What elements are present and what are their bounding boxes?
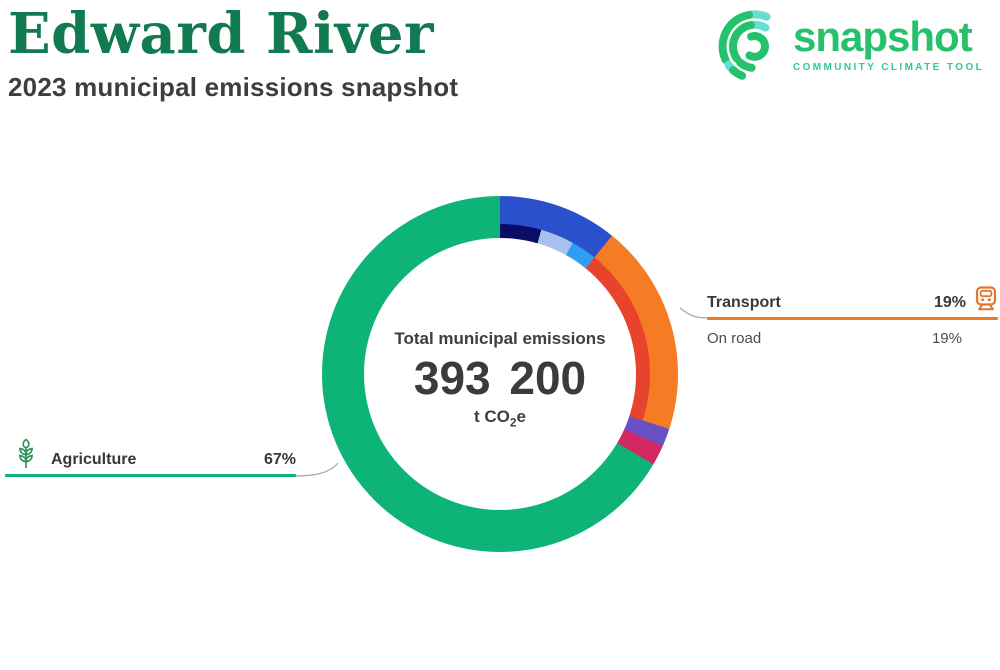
legend-transport-rule <box>707 317 998 320</box>
legend-agriculture: Agriculture 67% <box>5 438 296 477</box>
page-title: Edward River <box>8 1 434 67</box>
donut-total-unit: t CO2e <box>474 406 526 430</box>
legend-agriculture-rule <box>5 474 296 477</box>
logo-wordmark: snapshot <box>793 13 973 60</box>
page-subtitle: 2023 municipal emissions snapshot <box>8 72 459 102</box>
callout-line-transport <box>679 307 709 319</box>
wheat-icon <box>13 438 39 469</box>
snapshot-logo-icon <box>705 2 785 99</box>
snapshot-logo: snapshot COMMUNITY CLIMATE TOOL <box>705 2 984 99</box>
legend-transport-subrow: On road 19% <box>707 330 998 347</box>
donut-center: Total municipal emissions 393 200 t CO2e <box>364 238 636 510</box>
legend-transport-label: Transport <box>707 294 781 311</box>
legend-agriculture-percent: 67% <box>263 451 296 468</box>
legend-agriculture-label: Agriculture <box>51 451 137 468</box>
legend-onroad-percent: 19% <box>931 330 962 347</box>
logo-tagline: COMMUNITY CLIMATE TOOL <box>793 62 985 74</box>
legend-transport: Transport 19% On road 19% <box>707 286 998 347</box>
donut-center-title: Total municipal emissions <box>394 328 606 348</box>
donut-total-value: 393 200 <box>413 351 587 404</box>
legend-agriculture-row: Agriculture 67% <box>5 438 296 469</box>
train-icon <box>974 286 998 312</box>
legend-transport-percent: 19% <box>933 294 966 311</box>
emissions-donut-chart: Total municipal emissions 393 200 t CO2e <box>322 196 678 552</box>
legend-transport-row: Transport 19% <box>707 286 998 312</box>
legend-onroad-label: On road <box>707 330 762 347</box>
